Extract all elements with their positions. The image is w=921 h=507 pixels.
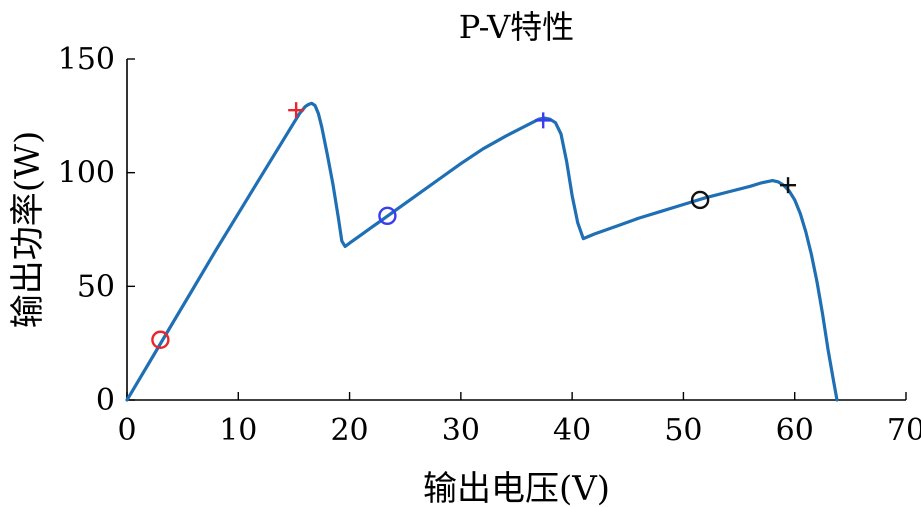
y-axis-label: 输出功率(W) [8,131,48,328]
x-axis-ticks: 0 10 20 30 40 50 60 70 [117,392,921,448]
chart-title: P-V特性 [459,8,574,46]
x-tick-label: 20 [330,413,368,448]
plus-marker [288,102,305,119]
y-tick-label: 50 [77,269,115,304]
y-tick-label: 150 [58,42,115,77]
circle-marker [690,190,710,210]
x-tick-label: 50 [664,413,702,448]
markers [151,102,797,349]
x-tick-label: 10 [219,413,257,448]
x-tick-label: 40 [553,413,591,448]
x-axis-label: 输出电压(V) [423,469,610,507]
y-axis-ticks: 0 50 100 150 [58,42,135,418]
plus-marker [535,112,552,129]
x-tick-label: 30 [442,413,480,448]
x-tick-label: 70 [887,413,921,448]
circle-marker [378,206,397,226]
y-tick-label: 100 [58,156,115,191]
x-tick-label: 60 [776,413,814,448]
axes [126,59,906,401]
x-tick-label: 0 [117,413,136,448]
plus-marker [780,177,797,194]
pv-curve [125,101,839,402]
circle-marker [151,330,170,349]
y-tick-label: 0 [96,383,115,418]
